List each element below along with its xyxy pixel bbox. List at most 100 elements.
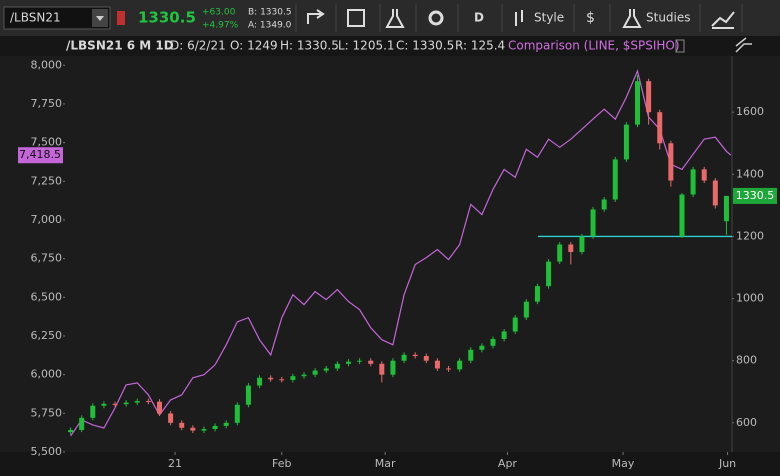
comparison-last-box	[18, 147, 63, 164]
candle-body	[245, 385, 251, 405]
candle-body	[112, 403, 118, 405]
y-tick-label: 5,500	[31, 445, 63, 458]
expand-icon[interactable]	[735, 37, 752, 53]
settings-icon[interactable]	[428, 10, 444, 26]
candle-body	[423, 356, 429, 361]
candle-body	[601, 199, 607, 210]
studies-icon	[622, 9, 642, 28]
plot-bg	[65, 56, 732, 452]
candle-body	[701, 169, 707, 181]
candle-body	[523, 301, 529, 318]
header-open: O: 1249	[230, 39, 278, 53]
last-price: 1330.5	[138, 9, 196, 27]
style-button[interactable]: Style	[534, 11, 564, 25]
candle-body	[623, 124, 629, 160]
candle-body	[179, 422, 185, 428]
candle-body	[134, 401, 140, 403]
symbol: /LBSN21	[10, 11, 61, 25]
candle-body	[668, 143, 674, 181]
candle-body	[568, 244, 574, 252]
candle-body	[379, 363, 385, 375]
y2-tick-label: 800	[736, 354, 757, 367]
watchlist-icon[interactable]	[347, 9, 365, 27]
y-tick-label: 6,750	[31, 252, 63, 265]
candle-body	[590, 209, 596, 237]
y-tick-label: 8,000	[31, 58, 63, 71]
candle-body	[79, 417, 85, 430]
candle-body	[357, 360, 363, 362]
candle-body	[234, 404, 240, 423]
style-icon	[515, 10, 523, 26]
candle-body	[412, 354, 418, 357]
candle-body	[223, 422, 229, 426]
bid: B: 1330.5	[248, 8, 292, 18]
candle-body	[68, 429, 74, 433]
header-box[interactable]	[675, 39, 685, 53]
header-bg	[0, 36, 780, 56]
candle-body	[679, 194, 685, 237]
y-tick-label: 7,250	[31, 174, 63, 187]
chart-title: /LBSN21 6 M 1D	[66, 39, 174, 53]
y-tick-label: 6,000	[31, 368, 63, 381]
candle-body	[301, 374, 307, 377]
drawing-icon[interactable]	[711, 11, 735, 29]
candle-body	[557, 244, 563, 262]
period-button[interactable]: D	[474, 11, 484, 25]
ask: A: 1349.0	[248, 21, 292, 31]
candle-body	[723, 195, 729, 222]
candle-body	[501, 331, 507, 339]
candle-body	[279, 379, 285, 381]
y-tick-label: 7,500	[31, 136, 63, 149]
candle-body	[290, 376, 296, 380]
candle-body	[90, 405, 96, 418]
last-price-box	[733, 187, 777, 204]
y2-tick-label: 1000	[736, 292, 764, 305]
candle-body	[268, 377, 274, 380]
y2-tick-label: 1200	[736, 229, 764, 242]
candle-body	[712, 180, 718, 206]
share-icon[interactable]	[307, 9, 325, 24]
y2-tick-label: 600	[736, 416, 757, 429]
candle-body	[168, 413, 174, 423]
toolbar-bg	[0, 0, 780, 36]
change-pct: +4.97%	[202, 21, 239, 31]
candle-body	[690, 169, 696, 195]
x-tick-label: Apr	[498, 457, 518, 470]
candle-body	[512, 317, 518, 332]
candle-body	[657, 112, 663, 144]
y-tick-label: 7,000	[31, 213, 63, 226]
lab-icon[interactable]	[385, 9, 405, 28]
candle-body	[257, 377, 263, 386]
last-price-label: 1330.5	[736, 189, 775, 202]
comparison-last-label: 7,418.5	[19, 148, 61, 161]
candle-body	[457, 360, 463, 370]
header-date: D: 6/2/21	[170, 39, 226, 53]
y-tick-label: 7,750	[31, 97, 63, 110]
candle-body	[212, 425, 218, 430]
y-tick-label: 5,750	[31, 406, 63, 419]
change: +63.00	[202, 8, 236, 18]
header-close: C: 1330.5	[396, 39, 454, 53]
candle-body	[368, 360, 374, 364]
candle-body	[145, 401, 151, 403]
y2-tick-label: 1400	[736, 167, 764, 180]
header-low: L: 1205.1	[338, 39, 395, 53]
dollar-button[interactable]: $	[586, 10, 595, 26]
candle-body	[334, 363, 340, 369]
candle-body	[190, 427, 196, 431]
candle-body	[434, 360, 440, 369]
candle-body	[546, 261, 552, 287]
candle-body	[101, 403, 107, 406]
candle-body	[312, 370, 318, 375]
candle-body	[612, 159, 618, 200]
candle-body	[390, 360, 396, 375]
x-tick-label: Jun	[718, 457, 736, 470]
header-high: H: 1330.5	[280, 39, 339, 53]
x-tick-label: Feb	[272, 457, 291, 470]
header-range: R: 125.4	[455, 39, 505, 53]
studies-button[interactable]: Studies	[646, 11, 691, 25]
candle-body	[579, 236, 585, 252]
candle-body	[479, 345, 485, 350]
flag-icon[interactable]	[117, 11, 125, 25]
symbol-box[interactable]	[3, 6, 111, 30]
